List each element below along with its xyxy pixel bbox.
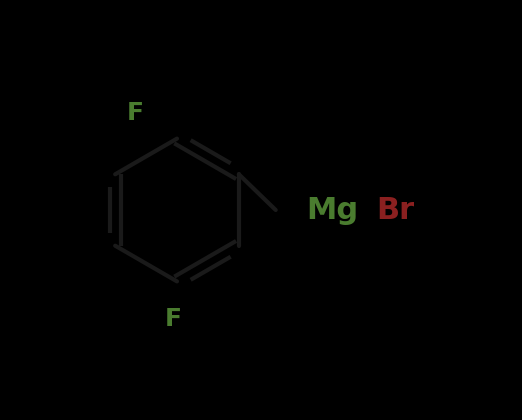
Text: Mg: Mg	[306, 195, 359, 225]
Text: Br: Br	[376, 195, 414, 225]
Text: F: F	[126, 101, 144, 126]
Text: F: F	[164, 307, 181, 331]
